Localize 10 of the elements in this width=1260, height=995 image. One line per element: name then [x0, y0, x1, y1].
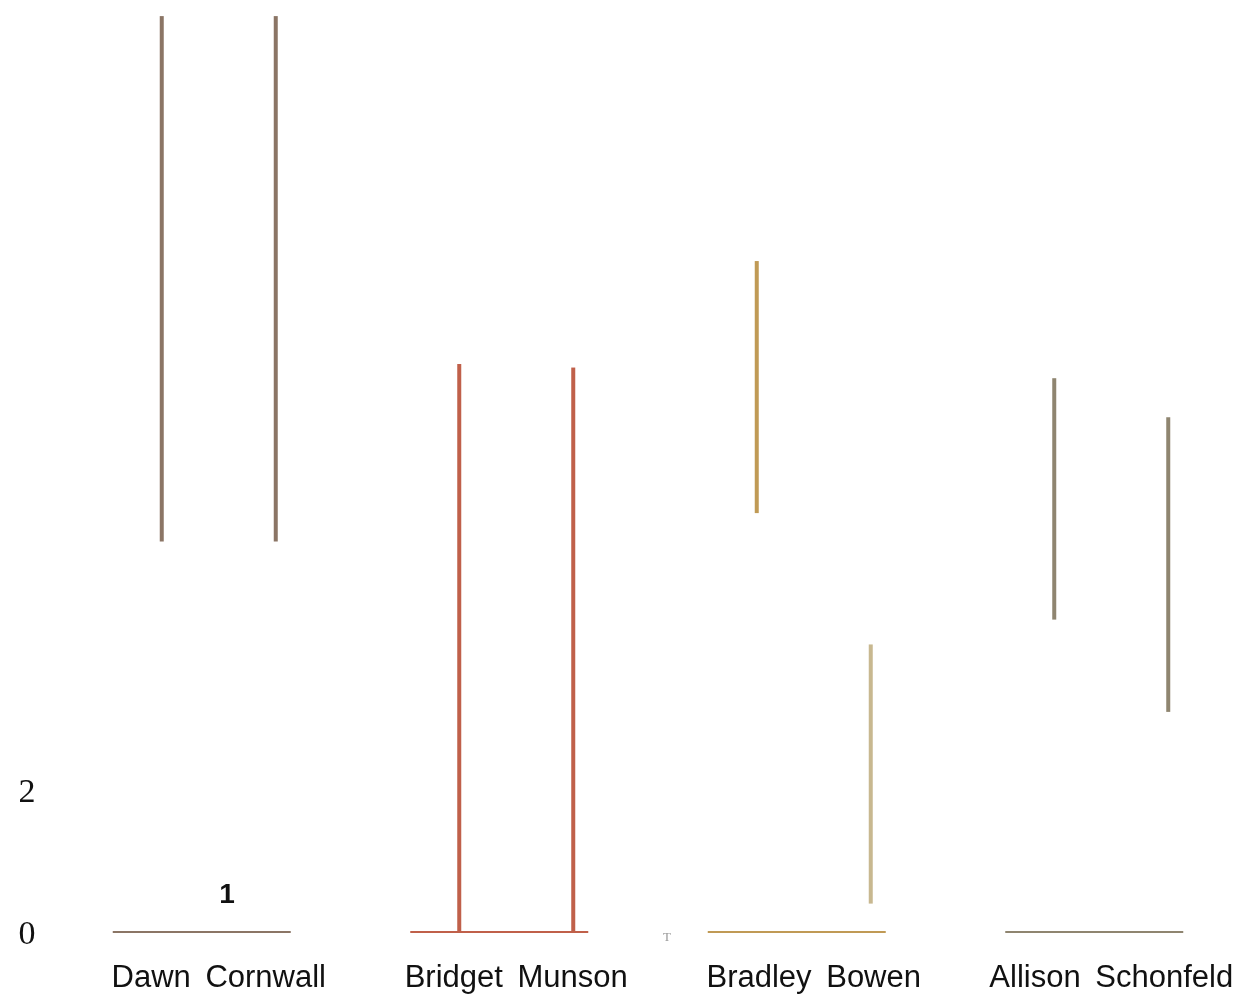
y-tick-label: 2	[18, 771, 36, 809]
bar	[754, 261, 759, 514]
bar	[868, 644, 873, 904]
annotation: T	[663, 929, 672, 944]
x-tick-label: Allison Schonfeld	[989, 958, 1234, 994]
x-tick-label: Dawn Cornwall	[111, 958, 326, 994]
annotation: 1	[219, 878, 235, 909]
y-tick-label: 0	[18, 913, 36, 951]
x-tick-label: Bridget Munson	[404, 958, 628, 994]
x-tick-label: Bradley Bowen	[706, 958, 922, 994]
